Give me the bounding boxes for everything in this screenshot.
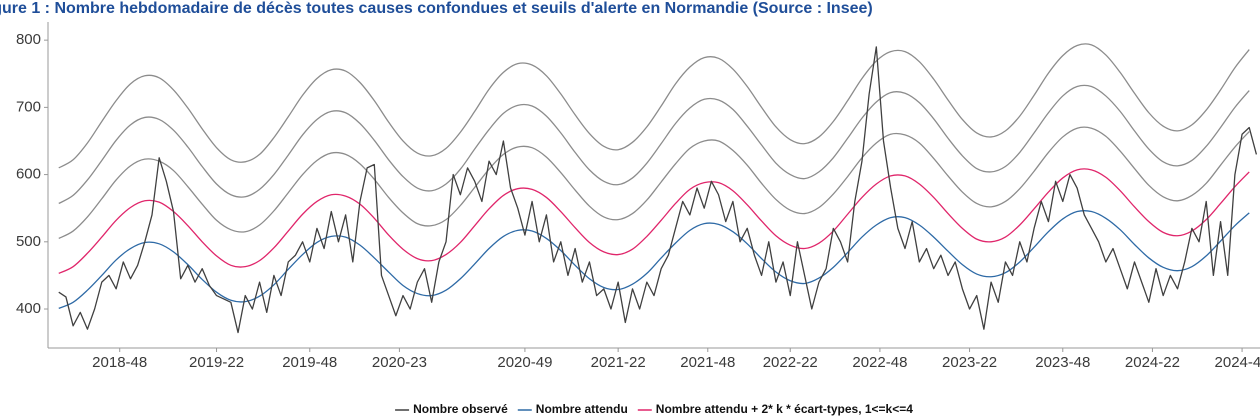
x-tick-label: 2022-22 <box>763 354 818 371</box>
series-line <box>58 46 1258 334</box>
y-tick-label: 400 <box>16 300 41 317</box>
x-tick-label: 2024-22 <box>1125 354 1180 371</box>
x-tick-label: 2024-48 <box>1215 354 1260 371</box>
y-tick-label: 500 <box>16 233 41 250</box>
legend: Nombre observé Nombre attendu Nombre atten… <box>395 402 913 416</box>
legend-label: Nombre observé <box>413 402 508 416</box>
series-line <box>58 210 1250 309</box>
legend-label: Nombre attendu + 2* k * écart-types, 1<=… <box>656 402 913 416</box>
y-tick-label: 700 <box>16 98 41 115</box>
series-line <box>58 126 1250 240</box>
x-tick-label: 2022-48 <box>852 354 907 371</box>
legend-label: Nombre attendu <box>536 402 628 416</box>
x-tick-label: 2021-48 <box>680 354 735 371</box>
y-tick-label: 800 <box>16 31 41 48</box>
x-tick-label: 2019-22 <box>189 354 244 371</box>
x-tick-label: 2023-22 <box>942 354 997 371</box>
x-tick-label: 2020-49 <box>497 354 552 371</box>
x-tick-label: 2020-23 <box>372 354 427 371</box>
series-line <box>58 43 1250 169</box>
y-tick-label: 600 <box>16 166 41 183</box>
series-line <box>58 84 1250 205</box>
x-tick-label: 2019-48 <box>282 354 337 371</box>
series-line <box>58 168 1250 274</box>
chart-title: Figure 1 : Nombre hebdomadaire de décès … <box>0 0 873 17</box>
x-tick-label: 2018-48 <box>92 354 147 371</box>
x-tick-label: 2023-48 <box>1035 354 1090 371</box>
x-tick-label: 2021-22 <box>591 354 646 371</box>
